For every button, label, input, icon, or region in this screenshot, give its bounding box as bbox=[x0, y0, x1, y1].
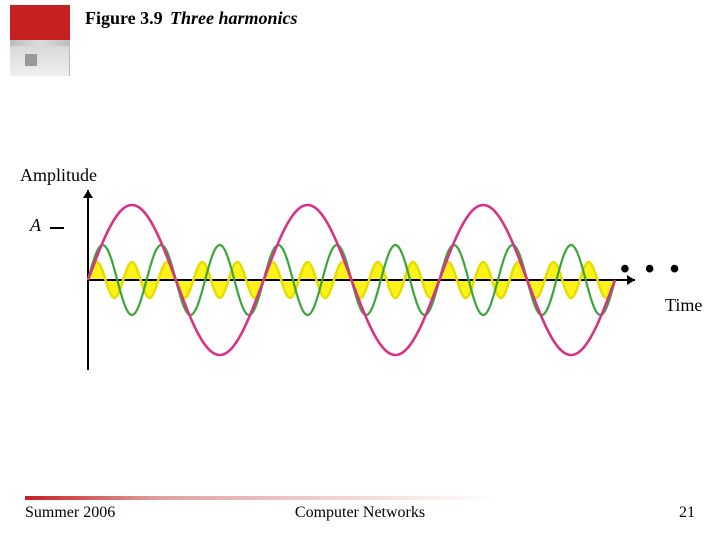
footer-divider bbox=[25, 496, 695, 500]
footer-right: 21 bbox=[679, 504, 695, 522]
harmonics-chart bbox=[20, 160, 700, 400]
figure-label: Figure 3.9 bbox=[85, 8, 163, 29]
footer-center: Computer Networks bbox=[0, 504, 720, 522]
figure-title: Three harmonics bbox=[170, 8, 298, 29]
ellipsis-dots: • • • bbox=[620, 254, 683, 286]
x-axis-label: Time bbox=[665, 295, 702, 316]
gray-block bbox=[10, 46, 70, 76]
chart-svg bbox=[20, 160, 700, 400]
red-square bbox=[10, 5, 70, 40]
